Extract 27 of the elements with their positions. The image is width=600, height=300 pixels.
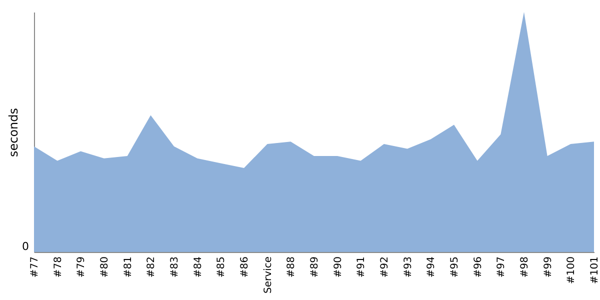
x-tick-label: #88: [286, 256, 298, 278]
x-tick-label: Service: [262, 256, 274, 294]
x-tick-label: #98: [520, 256, 530, 278]
x-tick-label: #100: [566, 256, 578, 284]
x-tick-label: #85: [216, 256, 228, 278]
x-tick-label: #94: [426, 256, 438, 278]
x-tick-label: #84: [192, 256, 204, 278]
x-tick-label: #93: [402, 256, 414, 278]
x-tick-label: #79: [76, 256, 88, 278]
x-tick-label: #92: [380, 256, 390, 278]
x-tick-label: #91: [356, 256, 368, 278]
x-tick-label: #90: [332, 256, 344, 278]
x-tick-label: #83: [170, 256, 180, 278]
x-tick-label: #101: [590, 256, 600, 284]
x-tick-label: #86: [240, 256, 250, 278]
x-tick-label: #82: [146, 256, 158, 278]
x-tick-label: #80: [100, 256, 110, 278]
x-tick-label: #97: [496, 256, 508, 278]
text: 0: [22, 240, 29, 253]
x-tick-label: #95: [450, 256, 460, 278]
x-tick-label: #89: [310, 256, 320, 278]
x-tick-label: #78: [52, 256, 64, 278]
x-tick-label: #96: [472, 256, 484, 278]
y-axis-title: seconds: [6, 108, 20, 158]
x-tick-label: #81: [122, 256, 134, 278]
x-tick-label: #77: [30, 256, 40, 278]
x-tick-label: #99: [542, 256, 554, 278]
